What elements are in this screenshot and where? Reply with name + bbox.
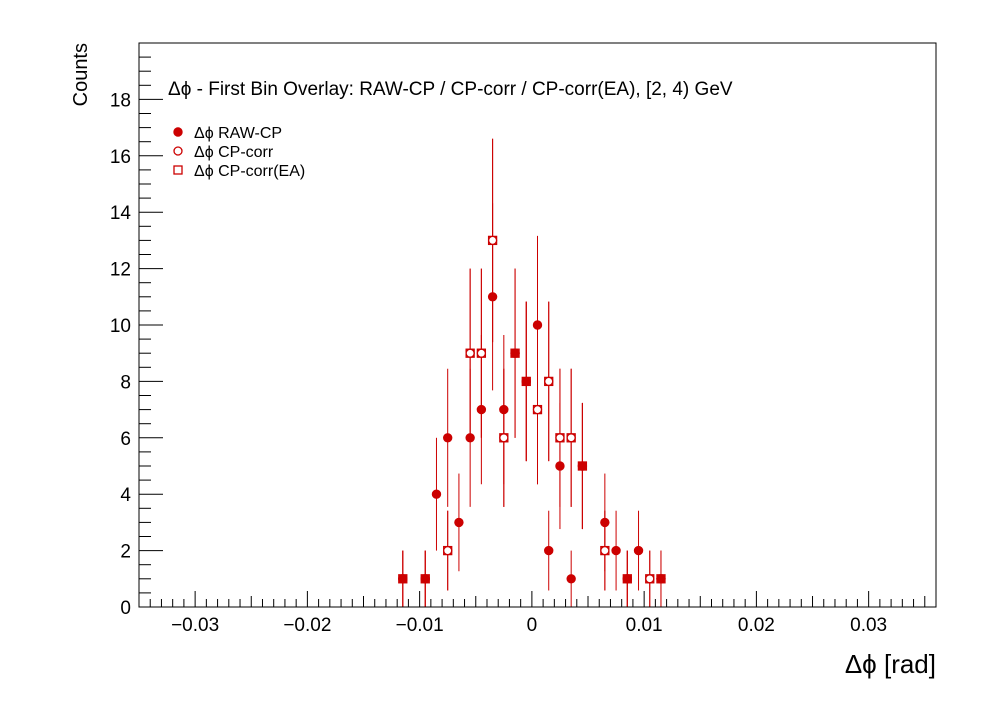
x-tick-label: 0.01 bbox=[626, 615, 663, 636]
cp-corr-point bbox=[555, 433, 565, 443]
cp-corr-point bbox=[443, 545, 453, 556]
x-tick-label: −0.03 bbox=[171, 615, 219, 636]
y-tick-label: 8 bbox=[120, 372, 131, 393]
legend-marker bbox=[173, 165, 183, 175]
x-tick-label: 0.02 bbox=[738, 615, 775, 636]
cp-corr-point bbox=[476, 348, 487, 358]
raw-cp-point bbox=[566, 574, 576, 584]
legend-label: Δϕ CP-corr bbox=[194, 144, 274, 161]
y-tick-label: 10 bbox=[110, 316, 131, 337]
cp-corr-point bbox=[487, 235, 498, 246]
x-tick-label: 0 bbox=[527, 615, 538, 636]
legend-marker bbox=[173, 146, 183, 156]
raw-cp-point bbox=[622, 574, 633, 584]
cp-corr-point bbox=[499, 433, 509, 443]
x-tick-label: −0.01 bbox=[396, 615, 444, 636]
cp-corr-point bbox=[566, 433, 576, 443]
legend-label: Δϕ RAW-CP bbox=[194, 125, 282, 142]
raw-cp-point bbox=[544, 545, 554, 556]
raw-cp-point bbox=[442, 433, 453, 443]
raw-cp-point bbox=[633, 545, 644, 556]
y-axis-title: Counts bbox=[70, 43, 92, 106]
x-tick-label: 0.03 bbox=[850, 615, 887, 636]
raw-cp-point bbox=[555, 461, 565, 471]
y-tick-label: 4 bbox=[120, 485, 131, 506]
raw-cp-point bbox=[499, 404, 509, 415]
legend-marker bbox=[173, 127, 183, 137]
raw-cp-point bbox=[656, 574, 666, 584]
y-tick-label: 2 bbox=[120, 542, 131, 563]
y-tick-label: 6 bbox=[120, 429, 131, 450]
raw-cp-point bbox=[476, 404, 487, 415]
raw-cp-point bbox=[398, 574, 408, 584]
x-tick-label: −0.02 bbox=[283, 615, 331, 636]
y-tick-label: 18 bbox=[110, 90, 131, 111]
cp-corr-point bbox=[600, 545, 610, 556]
raw-cp-point bbox=[454, 517, 464, 528]
raw-cp-point bbox=[521, 376, 531, 387]
legend: Δϕ RAW-CP Δϕ CP-corr Δϕ CP-corr(EA) bbox=[173, 125, 305, 180]
raw-cp-point bbox=[577, 461, 588, 471]
y-axis: 0 2 4 6 8 10 12 14 16 18 bbox=[110, 42, 163, 619]
raw-cp-point bbox=[431, 489, 442, 499]
chart-title: Δϕ - First Bin Overlay: RAW-CP / CP-corr… bbox=[168, 79, 733, 100]
raw-cp-point bbox=[510, 348, 520, 358]
x-axis: −0.03 −0.02 −0.01 0 0.01 0.02 0.03 bbox=[138, 591, 937, 636]
raw-cp-point bbox=[611, 545, 621, 556]
raw-cp-point bbox=[420, 574, 430, 584]
cp-corr-point bbox=[532, 404, 543, 415]
raw-cp-point bbox=[532, 320, 543, 330]
raw-cp-point bbox=[465, 433, 475, 443]
raw-cp-point bbox=[487, 292, 498, 302]
legend-label: Δϕ CP-corr(EA) bbox=[194, 163, 305, 180]
cp-corr-point bbox=[544, 376, 554, 387]
cp-corr-point bbox=[465, 348, 475, 358]
y-tick-label: 16 bbox=[110, 147, 131, 168]
y-tick-label: 14 bbox=[110, 203, 132, 224]
x-axis-title: Δϕ [rad] bbox=[845, 649, 936, 679]
markers-layer bbox=[398, 235, 666, 584]
y-tick-label: 0 bbox=[120, 598, 131, 619]
cp-corr-point bbox=[645, 574, 655, 584]
y-tick-label: 12 bbox=[110, 260, 131, 281]
raw-cp-point bbox=[600, 517, 610, 528]
